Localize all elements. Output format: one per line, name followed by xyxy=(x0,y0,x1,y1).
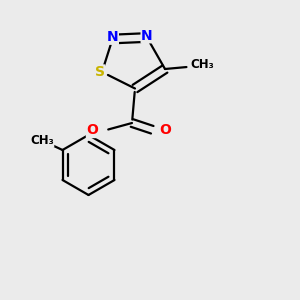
Text: CH₃: CH₃ xyxy=(190,58,214,71)
Text: O: O xyxy=(86,124,98,137)
Text: N: N xyxy=(107,30,118,44)
Text: S: S xyxy=(94,65,105,79)
Text: CH₃: CH₃ xyxy=(30,134,54,147)
Text: O: O xyxy=(160,124,172,137)
Text: N: N xyxy=(141,29,153,43)
